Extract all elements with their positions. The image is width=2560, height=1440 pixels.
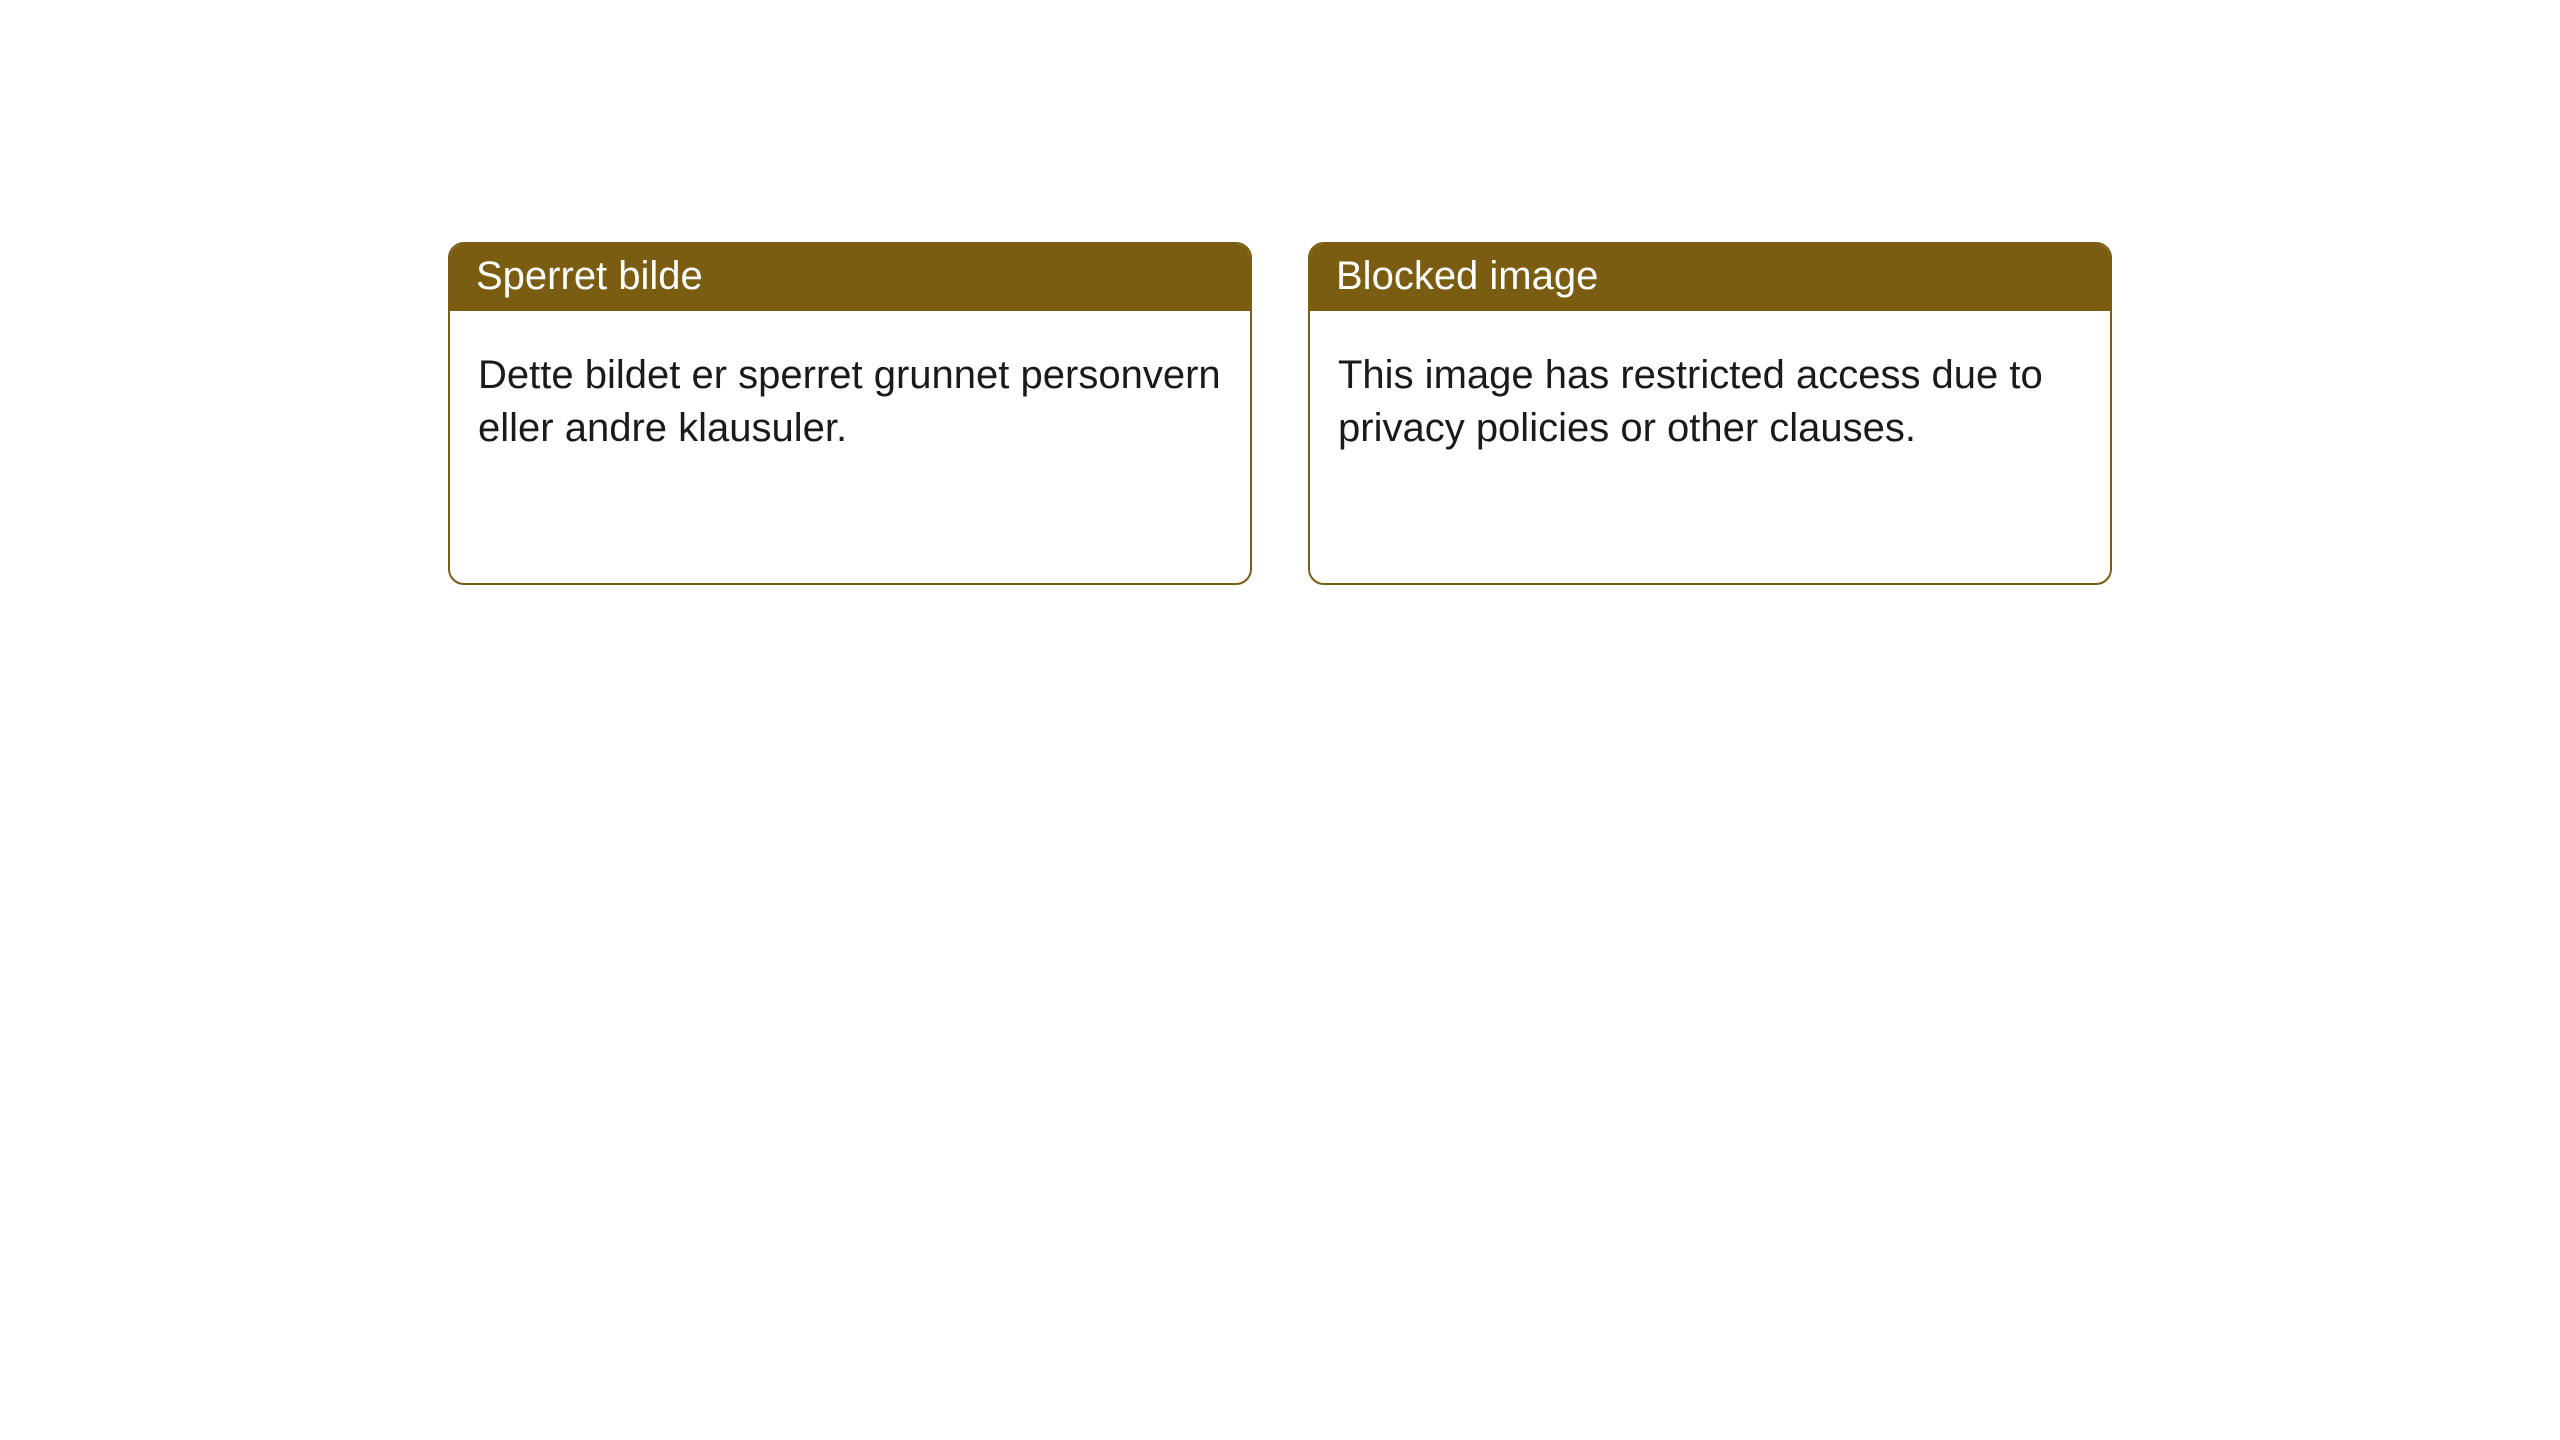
blocked-image-card-en: Blocked image This image has restricted … [1308,242,2112,585]
blocked-image-card-no: Sperret bilde Dette bildet er sperret gr… [448,242,1252,585]
card-body-no: Dette bildet er sperret grunnet personve… [450,311,1250,583]
card-body-en: This image has restricted access due to … [1310,311,2110,583]
notice-container: Sperret bilde Dette bildet er sperret gr… [0,0,2560,585]
card-header-en: Blocked image [1310,244,2110,311]
card-header-no: Sperret bilde [450,244,1250,311]
